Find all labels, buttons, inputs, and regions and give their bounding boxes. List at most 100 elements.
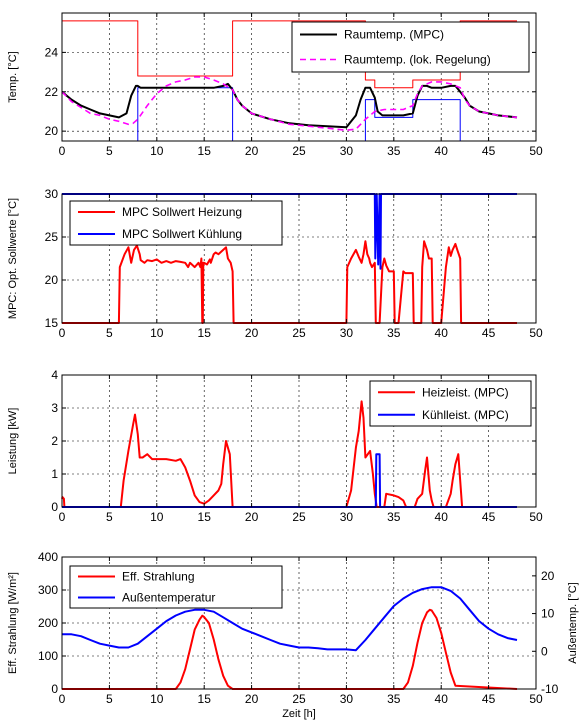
y2-axis-label: Außentemp. [°C] <box>567 582 579 663</box>
x-tick-label: 50 <box>529 326 543 340</box>
x-tick-label: 10 <box>150 692 164 706</box>
x-tick-label: 0 <box>59 144 66 158</box>
x-tick-label: 10 <box>150 144 164 158</box>
y-tick-label: 20 <box>45 124 59 138</box>
legend-box <box>69 565 283 609</box>
x-tick-label: 35 <box>387 692 401 706</box>
x-tick-label: 35 <box>387 326 401 340</box>
x-tick-label: 40 <box>435 144 449 158</box>
y-tick-label: 22 <box>45 85 59 99</box>
x-tick-label: 30 <box>340 692 354 706</box>
x-tick-label: 5 <box>106 510 113 524</box>
x-tick-label: 40 <box>435 692 449 706</box>
y-tick-label: 2 <box>51 434 58 448</box>
y-axis-label: Leistung [kW] <box>7 408 19 475</box>
x-tick-label: 50 <box>529 510 543 524</box>
y2-tick-label: 0 <box>541 644 548 658</box>
x-tick-label: 30 <box>340 144 354 158</box>
y-tick-label: 3 <box>51 401 58 415</box>
y-tick-label: 25 <box>45 230 59 244</box>
legend-box <box>291 21 530 73</box>
legend: Heizleist. (MPC) Kühlleist. (MPC) <box>369 380 532 427</box>
series-line-2 <box>62 586 518 652</box>
y-tick-label: 300 <box>38 583 58 597</box>
chart-panel-4: 0 5 10 15 20 25 30 35 40 45 50 0 100 200 300 400 -10 0 10 2… <box>7 550 579 720</box>
y2-tick-label: -10 <box>541 682 559 696</box>
x-tick-label: 45 <box>482 510 496 524</box>
legend-box <box>69 200 283 246</box>
grid <box>62 375 536 507</box>
x-tick-label: 10 <box>150 510 164 524</box>
series-group <box>61 20 518 142</box>
x-tick-label: 25 <box>292 510 306 524</box>
series-line-4 <box>61 76 518 131</box>
x-tick-label: 25 <box>292 144 306 158</box>
y-axis-label: Temp. [°C] <box>7 51 19 102</box>
y2-tick-label: 10 <box>541 607 555 621</box>
x-tick-label: 45 <box>482 692 496 706</box>
y-tick-label: 200 <box>38 616 58 630</box>
y-tick-label: 24 <box>45 45 59 59</box>
x-tick-label: 20 <box>245 144 259 158</box>
legend-label: MPC Sollwert Kühlung <box>122 227 242 241</box>
y-tick-label: 4 <box>51 368 58 382</box>
x-tick-label: 20 <box>245 692 259 706</box>
y2-tick-label: 20 <box>541 569 555 583</box>
x-tick-label: 35 <box>387 144 401 158</box>
y-tick-label: 15 <box>45 316 59 330</box>
x-tick-label: 0 <box>59 692 66 706</box>
legend-label: Eff. Strahlung <box>122 570 195 584</box>
y-tick-label: 1 <box>51 467 58 481</box>
x-axis-label: Zeit [h] <box>282 708 316 720</box>
y-tick-label: 100 <box>38 649 58 663</box>
legend: Eff. Strahlung Außentemperatur <box>69 565 283 609</box>
series-line-1 <box>62 20 517 89</box>
x-tick-label: 0 <box>59 510 66 524</box>
series-line-1 <box>61 400 517 508</box>
x-tick-label: 25 <box>292 692 306 706</box>
x-tick-label: 15 <box>198 326 212 340</box>
x-tick-label: 45 <box>482 326 496 340</box>
legend-label: Heizleist. (MPC) <box>422 385 509 399</box>
x-tick-label: 40 <box>435 510 449 524</box>
legend-label: Raumtemp. (lok. Regelung) <box>344 53 491 67</box>
chart-panel-3: 0 5 10 15 20 25 30 35 40 45 50 0 1 2 3 4 Leistung [kW] He… <box>7 368 543 524</box>
legend: Raumtemp. (MPC) Raumtemp. (lok. Regelung) <box>291 21 530 73</box>
x-tick-label: 10 <box>150 326 164 340</box>
x-tick-label: 30 <box>340 510 354 524</box>
x-tick-label: 50 <box>529 144 543 158</box>
x-tick-label: 25 <box>292 326 306 340</box>
x-tick-label: 35 <box>387 510 401 524</box>
x-tick-label: 15 <box>198 510 212 524</box>
series-line-3 <box>61 82 518 129</box>
x-tick-label: 30 <box>340 326 354 340</box>
grid <box>62 557 536 689</box>
legend-label: Raumtemp. (MPC) <box>344 28 444 42</box>
y-axis-label: MPC: Opt. Sollwerte [°C] <box>7 198 19 319</box>
legend: MPC Sollwert Heizung MPC Sollwert Kühlung <box>69 200 283 246</box>
x-tick-label: 50 <box>529 692 543 706</box>
y-tick-label: 400 <box>38 550 58 564</box>
x-tick-label: 5 <box>106 692 113 706</box>
y-tick-label: 20 <box>45 273 59 287</box>
legend-box <box>369 380 532 427</box>
legend-label: Kühlleist. (MPC) <box>422 408 509 422</box>
x-tick-label: 15 <box>198 144 212 158</box>
x-tick-label: 5 <box>106 144 113 158</box>
x-tick-label: 45 <box>482 144 496 158</box>
x-tick-label: 40 <box>435 326 449 340</box>
y-tick-label: 0 <box>51 500 58 514</box>
legend-label: MPC Sollwert Heizung <box>122 205 242 219</box>
x-tick-label: 0 <box>59 326 66 340</box>
y-axis-label: Eff. Strahlung [W/m²] <box>7 572 19 674</box>
y-tick-label: 0 <box>51 682 58 696</box>
x-tick-label: 20 <box>245 326 259 340</box>
series-line-2 <box>62 193 517 270</box>
x-tick-label: 15 <box>198 692 212 706</box>
x-tick-label: 20 <box>245 510 259 524</box>
y-tick-label: 30 <box>45 187 59 201</box>
legend-label: Außentemperatur <box>122 591 215 605</box>
chart-panel-2: 0 5 10 15 20 25 30 35 40 45 50 15 20 25 30 MPC: Opt. So… <box>7 187 543 340</box>
chart-panel-1: 0 5 10 15 20 25 30 35 40 45 50 20 22 24 Temp. [°C] Raum… <box>7 12 543 158</box>
